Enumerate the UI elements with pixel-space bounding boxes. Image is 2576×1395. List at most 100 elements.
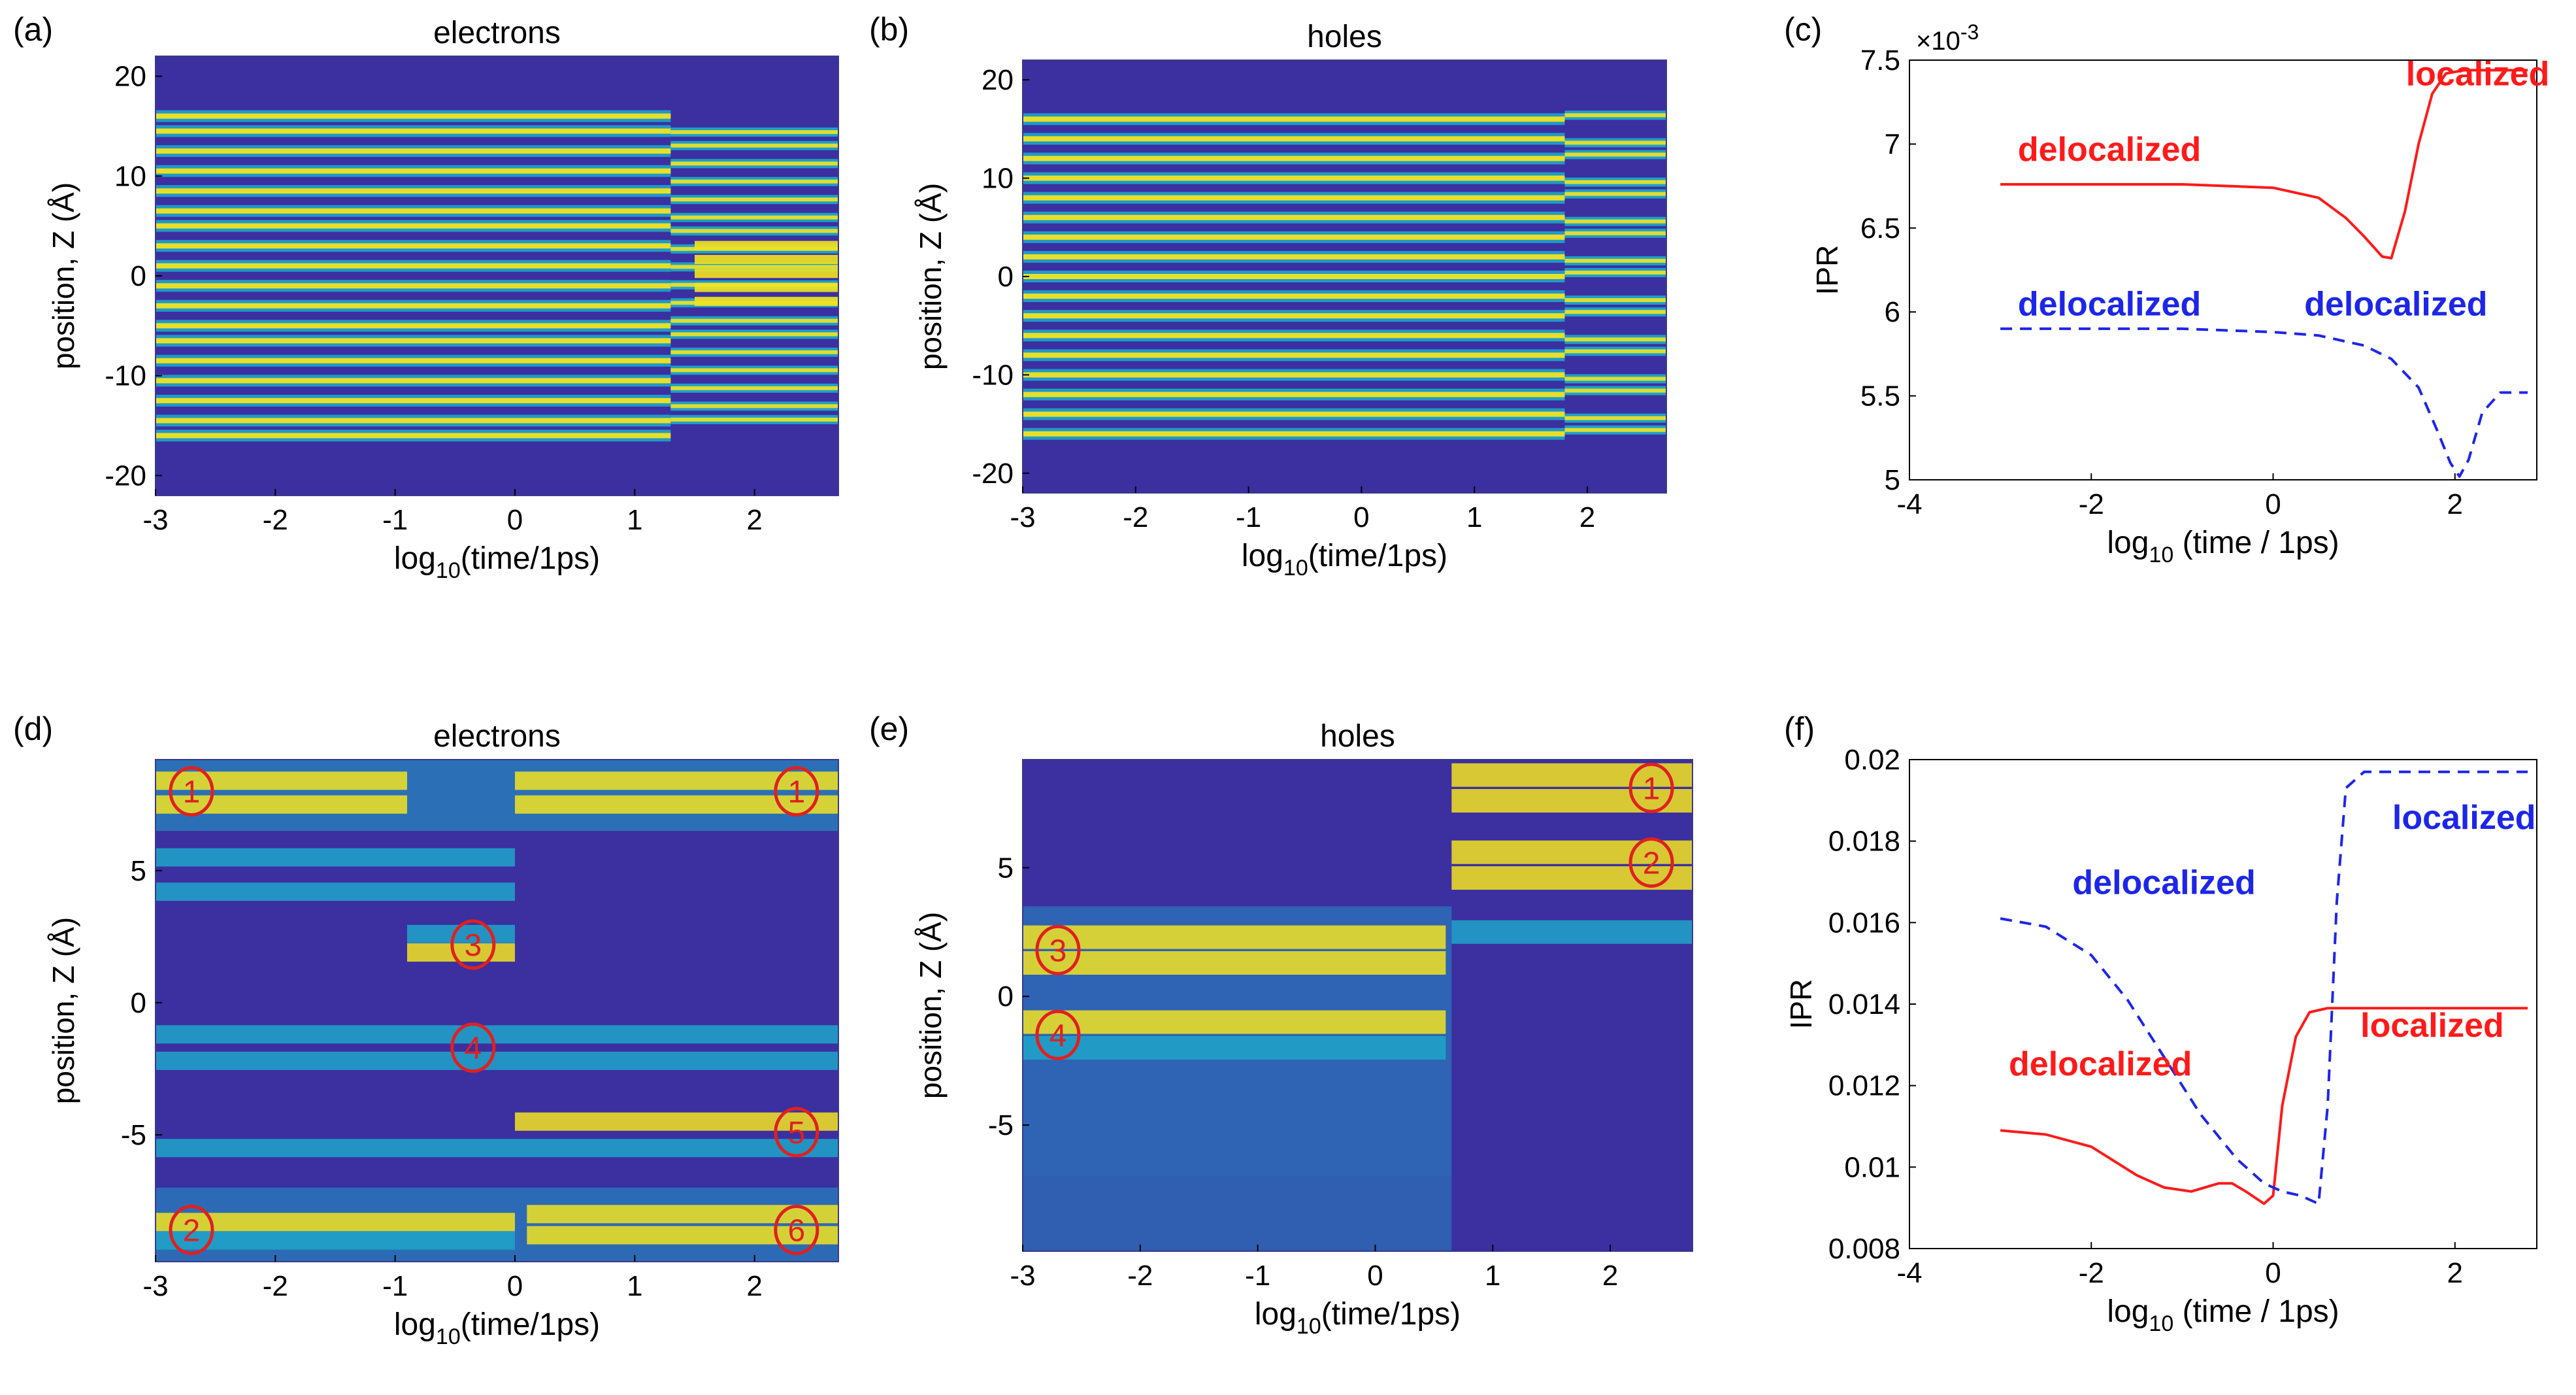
stripe-core-early [1023, 274, 1565, 279]
x-axis-label: log10(time/1ps) [1255, 1297, 1461, 1339]
x-tick-label: -2 [2079, 488, 2104, 520]
x-tick-label: 2 [1602, 1260, 1618, 1292]
y-tick-label: 5 [1885, 464, 1900, 496]
stripe-core-early [1023, 214, 1565, 220]
stripe-core-early [156, 113, 671, 119]
stripe-core-late [1564, 231, 1666, 235]
y-tick-label: 10 [982, 163, 1014, 195]
panel-d: (d) electrons -3 -2 -1 0 1 2 -5 0 5 log10(time/1ps)… [13, 711, 839, 1349]
state-label: 6 [787, 1213, 805, 1248]
x-label-tail: (time / 1ps) [2173, 1294, 2339, 1329]
stripe-core-early [1023, 372, 1565, 378]
late-bright-stripe [695, 282, 838, 292]
y-tick-label: -10 [972, 359, 1014, 391]
y-axis-label: IPR [1810, 245, 1844, 295]
stripe-core-early [156, 208, 671, 214]
state-label: 4 [464, 1032, 482, 1066]
early-bottom-glow [1023, 1176, 1452, 1251]
stripe-core-late [1564, 310, 1666, 314]
stripe-core-early [156, 433, 671, 439]
annotation-red: delocalized [2018, 131, 2201, 169]
panel-b: (b) holes-3 -2 -1 0 1 2-20-1001020log10(time/1… [869, 11, 1667, 580]
x-tick-label: 0 [1367, 1260, 1383, 1292]
panel-label: (b) [869, 11, 909, 48]
heatmap-background [156, 760, 838, 1262]
state-circle [774, 1204, 819, 1255]
heat-band [407, 924, 515, 943]
y-tick-label: 0 [998, 981, 1014, 1013]
x-tick-label: -3 [1010, 501, 1035, 533]
annotation-red: localized [2406, 56, 2550, 93]
stripe-core-late [1564, 113, 1666, 118]
series-holes [2000, 770, 2528, 1205]
y-tick-label: 0.02 [1844, 744, 1900, 776]
y-tick-label: 0.018 [1828, 826, 1900, 858]
stripe-core-late [1564, 258, 1666, 263]
stripe-core-late [670, 215, 838, 220]
stripe-core-late [670, 130, 838, 135]
stripe-core-early [156, 263, 671, 269]
y-tick-label: -10 [105, 360, 146, 392]
heat-band [1451, 920, 1693, 944]
heatmap [156, 760, 838, 1262]
y-tick-label: 5.5 [1860, 380, 1900, 412]
stripe-core-late [1564, 271, 1666, 275]
panel-label: (d) [13, 711, 53, 747]
heat-band [156, 848, 515, 867]
heat-band [527, 1226, 838, 1245]
state-label: 2 [1643, 846, 1660, 881]
x-label-sub: 10 [1283, 556, 1308, 580]
stripe-core-early [1023, 294, 1565, 299]
panel-label: (f) [1784, 711, 1815, 747]
panel-c: (c) -4 -2 0 2 5 5.5 6 6.5 7 7.5 log10 (time / 1ps) I… [1784, 11, 2549, 567]
stripe-core-early [1023, 333, 1565, 339]
x-tick-label: 2 [746, 1270, 762, 1302]
panel-label: (e) [869, 711, 909, 747]
state-circle [169, 1204, 214, 1255]
x-tick-label: 0 [507, 1270, 523, 1302]
stripe-core-late [670, 318, 838, 323]
stripe-core-early [156, 188, 671, 194]
y-tick-label: 6.5 [1860, 212, 1900, 244]
y-tick-label: 20 [114, 61, 146, 93]
heat-band [156, 1051, 838, 1070]
stripe-core-early [1023, 156, 1565, 161]
x-tick-label: -3 [142, 1270, 168, 1302]
late-bright-stripe [695, 297, 838, 307]
heat-band [156, 1231, 515, 1250]
panel-label: (c) [1784, 11, 1822, 48]
x-tick-label: -4 [1896, 1257, 1922, 1289]
heat-band [156, 1213, 515, 1232]
x-label-tail: (time/1ps) [1321, 1297, 1461, 1332]
y-tick-label: 0 [131, 260, 146, 292]
stripe-core-late [1564, 152, 1666, 157]
stripe-core-late [670, 417, 838, 422]
stripe-core-early [1023, 175, 1565, 181]
state-label: 4 [1049, 1018, 1067, 1053]
state-circle [774, 766, 819, 817]
panel-a: (a) electrons-3 -2 -1 0 1 2-20-1001020log10(ti… [13, 11, 839, 583]
y-tick-label: 0.016 [1828, 907, 1900, 939]
panel-e: (e) holes -3 -2 -1 0 1 2 -5 0 5 log10(time/1ps) posi… [869, 711, 1693, 1339]
x-label-tail: (time/1ps) [461, 541, 600, 576]
y-tick-label: -20 [972, 458, 1014, 490]
heat-band [1451, 788, 1693, 813]
state-label: 5 [787, 1116, 805, 1151]
plot-frame [1909, 59, 2537, 480]
x-tick-label: -1 [382, 504, 408, 536]
x-axis-label: log10 (time / 1ps) [2107, 1294, 2339, 1336]
y-tick-label: 0.012 [1828, 1070, 1900, 1102]
stripe-core-early [156, 378, 671, 384]
x-tick-label: 2 [2447, 1257, 2463, 1289]
state-circle [450, 919, 496, 970]
stripe-core-late [670, 404, 838, 409]
y-tick-label: -20 [105, 460, 146, 492]
x-axis-label: log10 (time / 1ps) [2107, 526, 2339, 567]
heatmap [1023, 760, 1693, 1251]
panel-title: electrons [433, 719, 561, 754]
stripe-core-late [670, 229, 838, 233]
y-tick-label: 5 [998, 852, 1014, 884]
upper-glow [156, 760, 838, 832]
stripe-core-late [670, 143, 838, 148]
stripe-core-late [1564, 377, 1666, 381]
